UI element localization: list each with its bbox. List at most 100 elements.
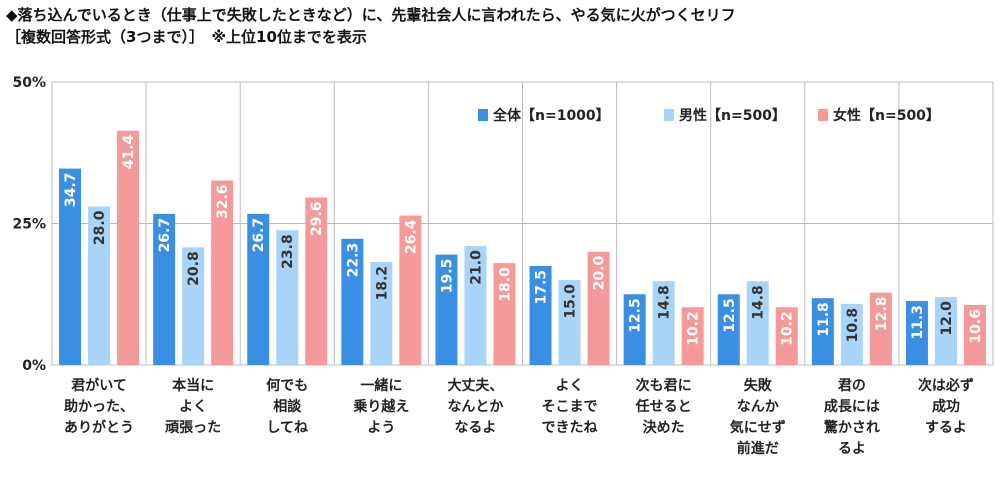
- bar-male: [88, 206, 111, 365]
- bar-all: [247, 213, 270, 365]
- chart-subtitle: ［複数回答形式（3つまで）］ ※上位10位までを表示: [6, 28, 367, 46]
- bar-value-label: 10.2: [686, 311, 702, 346]
- bar-value-label: 11.8: [816, 302, 832, 337]
- bar-all: [341, 238, 364, 365]
- category-label: なんか: [737, 399, 779, 415]
- bar-value-label: 12.0: [939, 301, 955, 336]
- bar-value-label: 12.5: [722, 298, 738, 333]
- bar-value-label: 21.0: [468, 250, 484, 285]
- bar-value-label: 26.7: [251, 218, 267, 253]
- bar-female: [399, 215, 422, 365]
- category-label: よう: [367, 420, 395, 436]
- y-tick-label: 0%: [22, 358, 46, 374]
- bar-male: [558, 280, 581, 365]
- bar-male: [934, 297, 957, 365]
- bar-value-label: 17.5: [534, 270, 550, 305]
- bar-value-label: 26.4: [403, 219, 419, 254]
- bar-all: [905, 301, 928, 365]
- bar-value-label: 20.8: [186, 251, 202, 286]
- category-label: なんとか: [447, 399, 503, 415]
- bar-value-label: 15.0: [563, 284, 579, 319]
- bar-value-label: 29.6: [309, 201, 325, 236]
- category-label: してね: [266, 420, 308, 436]
- category-label: 本当に: [172, 377, 214, 394]
- bar-all: [435, 254, 458, 365]
- bar-female: [493, 263, 516, 365]
- bar-all: [623, 294, 646, 365]
- bar-value-label: 32.6: [215, 184, 231, 219]
- bar-male: [464, 246, 487, 365]
- category-label: 次も君に: [636, 377, 692, 394]
- bar-all: [529, 265, 552, 365]
- legend-swatch-male: [664, 109, 674, 121]
- category-label: 成長には: [824, 398, 880, 415]
- category-label: そこまで: [542, 399, 598, 415]
- legend-swatch-female: [818, 109, 828, 121]
- category-label: できたね: [542, 420, 598, 436]
- bar-female: [775, 307, 798, 365]
- bar-value-label: 10.6: [968, 309, 984, 344]
- bar-all: [59, 168, 82, 365]
- category-label: 決めた: [643, 419, 685, 436]
- bar-female: [963, 305, 986, 365]
- category-label: ありがとう: [64, 419, 134, 436]
- bar-female: [869, 292, 892, 365]
- bar-value-label: 23.8: [280, 234, 296, 269]
- category-label: 一緒に: [360, 377, 402, 394]
- bar-value-label: 14.8: [751, 285, 767, 320]
- category-label: 前進だ: [737, 440, 779, 457]
- category-label: るよ: [838, 441, 866, 457]
- category-label: なるよ: [454, 420, 496, 436]
- bar-male: [652, 281, 675, 365]
- category-label: 何でも: [266, 377, 308, 394]
- bar-value-label: 26.7: [157, 218, 173, 253]
- bar-value-label: 10.2: [780, 311, 796, 346]
- bar-female: [305, 197, 328, 365]
- chart-title: ◆落ち込んでいるとき（仕事上で失敗したときなど）に、先輩社会人に言われたら、やる…: [6, 6, 736, 24]
- category-label: 大丈夫、: [447, 377, 503, 394]
- category-label: 君の: [837, 378, 866, 394]
- bar-male: [276, 230, 299, 365]
- category-label: よく: [556, 378, 584, 394]
- category-label: 君がいて: [70, 377, 127, 394]
- bar-value-label: 11.3: [910, 305, 926, 340]
- bar-female: [681, 307, 704, 365]
- legend-label: 全体【n=1000】: [492, 107, 610, 124]
- category-label: 頑張った: [164, 420, 221, 436]
- category-label: 乗り越え: [352, 398, 409, 415]
- bar-male: [182, 247, 205, 365]
- category-label: 次は必ず: [918, 377, 974, 394]
- category-label: するよ: [925, 420, 967, 436]
- bar-value-label: 22.3: [345, 243, 361, 278]
- bar-all: [717, 294, 740, 365]
- bar-male: [746, 281, 769, 365]
- category-label: 驚かされ: [823, 419, 880, 436]
- bar-female: [117, 130, 140, 365]
- bar-male: [370, 261, 393, 365]
- bar-value-label: 18.2: [374, 266, 390, 301]
- legend-swatch-all: [478, 109, 488, 121]
- category-label: 相談: [273, 398, 302, 415]
- legend-label: 女性【n=500】: [833, 107, 940, 124]
- bar-value-label: 34.7: [63, 173, 79, 208]
- bar-value-label: 12.8: [874, 297, 890, 332]
- bar-value-label: 10.8: [845, 308, 861, 343]
- legend-label: 男性【n=500】: [679, 107, 786, 124]
- category-label: 助かった、: [64, 398, 134, 415]
- bar-value-label: 41.4: [121, 134, 137, 169]
- bar-value-label: 18.0: [497, 267, 513, 302]
- y-tick-label: 25%: [12, 217, 46, 233]
- bar-female: [587, 251, 610, 365]
- bar-value-label: 12.5: [628, 298, 644, 333]
- category-label: 任せると: [635, 398, 692, 415]
- bar-value-label: 28.0: [92, 210, 108, 245]
- category-label: 失敗: [744, 377, 773, 394]
- bar-value-label: 20.0: [592, 256, 608, 291]
- category-label: よく: [179, 399, 207, 415]
- bar-value-label: 14.8: [657, 285, 673, 320]
- y-tick-label: 50%: [12, 75, 46, 91]
- bar-female: [211, 180, 234, 365]
- bar-all: [153, 213, 176, 365]
- bar-male: [840, 303, 863, 365]
